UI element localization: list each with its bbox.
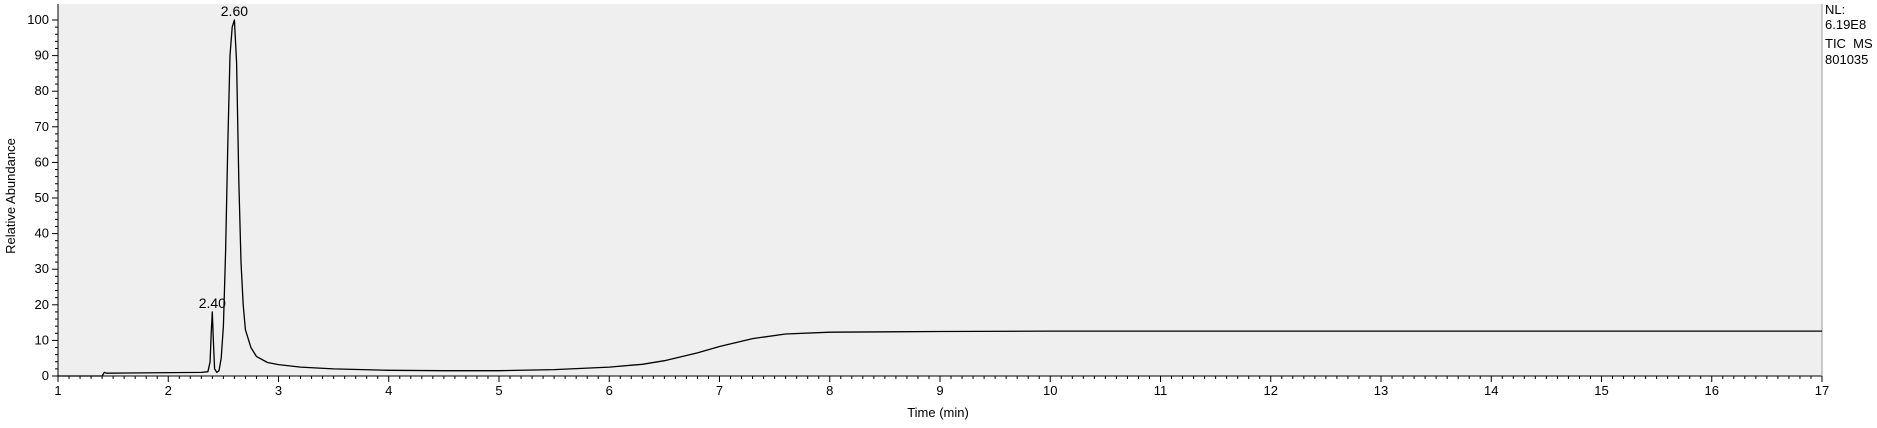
y-tick-label: 50 (35, 190, 49, 205)
y-tick-label: 30 (35, 261, 49, 276)
y-tick-label: 100 (27, 12, 49, 27)
x-tick-label: 15 (1594, 383, 1608, 398)
x-tick-label: 8 (826, 383, 833, 398)
x-tick-label: 13 (1374, 383, 1388, 398)
y-tick-label: 20 (35, 297, 49, 312)
x-tick-label: 2 (165, 383, 172, 398)
x-axis-title: Time (min) (907, 405, 969, 420)
y-tick-label: 90 (35, 48, 49, 63)
sample-id: 801035 (1825, 52, 1868, 67)
x-tick-label: 5 (495, 383, 502, 398)
peak-labels: 2.40 2.60 (199, 3, 249, 311)
peak-label: 2.40 (199, 295, 226, 311)
trace-type: TIC MS (1825, 36, 1873, 51)
x-tick-label: 14 (1484, 383, 1498, 398)
x-tick-label: 16 (1705, 383, 1719, 398)
y-axis-title: Relative Abundance (3, 138, 18, 254)
x-tick-label: 9 (936, 383, 943, 398)
nl-label: NL: (1825, 2, 1845, 17)
y-tick-label: 70 (35, 119, 49, 134)
plot-background (58, 4, 1822, 376)
x-tick-label: 6 (606, 383, 613, 398)
x-tick-label: 12 (1264, 383, 1278, 398)
x-axis-ticks: 1 2 3 4 5 6 7 8 9 10 11 12 13 14 15 16 17 (54, 376, 1829, 398)
x-tick-label: 11 (1154, 383, 1168, 398)
x-tick-label: 7 (716, 383, 723, 398)
tic-trace-line (58, 19, 1822, 377)
y-tick-label: 0 (42, 368, 49, 383)
x-tick-label: 17 (1815, 383, 1829, 398)
x-tick-label: 4 (385, 383, 392, 398)
peak-label: 2.60 (221, 3, 248, 19)
x-tick-label: 3 (275, 383, 282, 398)
y-tick-label: 60 (35, 154, 49, 169)
x-tick-label: 1 (54, 383, 61, 398)
y-axis-ticks: 0 10 20 30 40 50 60 70 80 90 100 (27, 12, 58, 383)
x-tick-label: 10 (1043, 383, 1057, 398)
y-tick-label: 80 (35, 83, 49, 98)
nl-value: 6.19E8 (1825, 17, 1866, 32)
y-tick-label: 40 (35, 226, 49, 241)
y-tick-label: 10 (35, 332, 49, 347)
